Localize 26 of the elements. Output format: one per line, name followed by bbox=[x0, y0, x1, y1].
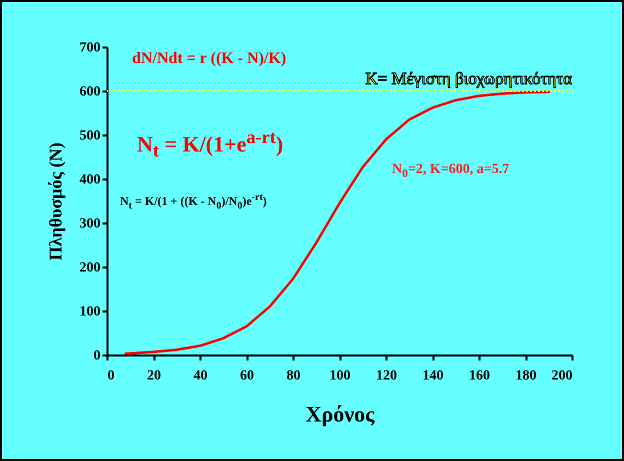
annotation: N$_{t}$ = K/(1+e$^{a-rt}$) bbox=[137, 127, 284, 162]
x-tick-label: 40 bbox=[194, 368, 208, 384]
annotation: dN/Ndt = r ((K - N)/K) bbox=[132, 50, 286, 68]
x-axis-title: Χρόνος bbox=[306, 402, 376, 426]
y-tick-label: 200 bbox=[80, 260, 100, 276]
x-tick-label: 60 bbox=[240, 368, 254, 384]
x-tick-label: 120 bbox=[376, 368, 397, 384]
text: N$_{t}$ = K/(1 + ((K - N$_{0}$)/N$_{0}$)e$^{-rt}$) bbox=[120, 192, 267, 212]
x-tick-label: 100 bbox=[330, 368, 350, 384]
y-tick-label: 500 bbox=[80, 128, 100, 144]
x-tick-label: 20 bbox=[147, 368, 161, 384]
annotation: N$_{0}$=2, K=600, a=5.7 bbox=[392, 162, 510, 180]
x-tick-label: 160 bbox=[469, 368, 490, 384]
y-tick-label: 600 bbox=[80, 84, 100, 100]
y-tick-label: 300 bbox=[80, 216, 100, 232]
y-tick-label: 0 bbox=[94, 348, 100, 364]
x-tick-label: 140 bbox=[422, 368, 444, 384]
y-tick-label: 400 bbox=[80, 172, 100, 188]
y-tick-label: 100 bbox=[80, 304, 100, 320]
x-tick-label: 80 bbox=[286, 368, 300, 384]
y-axis-title: Πληθυσμός (N) bbox=[46, 142, 66, 260]
y-tick-label: 700 bbox=[80, 40, 100, 56]
x-tick-label: 0 bbox=[108, 368, 114, 384]
ref-line-label: K= Μέγιστη βιοχωρητικότητα bbox=[365, 69, 572, 88]
x-tick-label: 200 bbox=[552, 368, 572, 384]
x-tick-label: 180 bbox=[516, 368, 536, 384]
